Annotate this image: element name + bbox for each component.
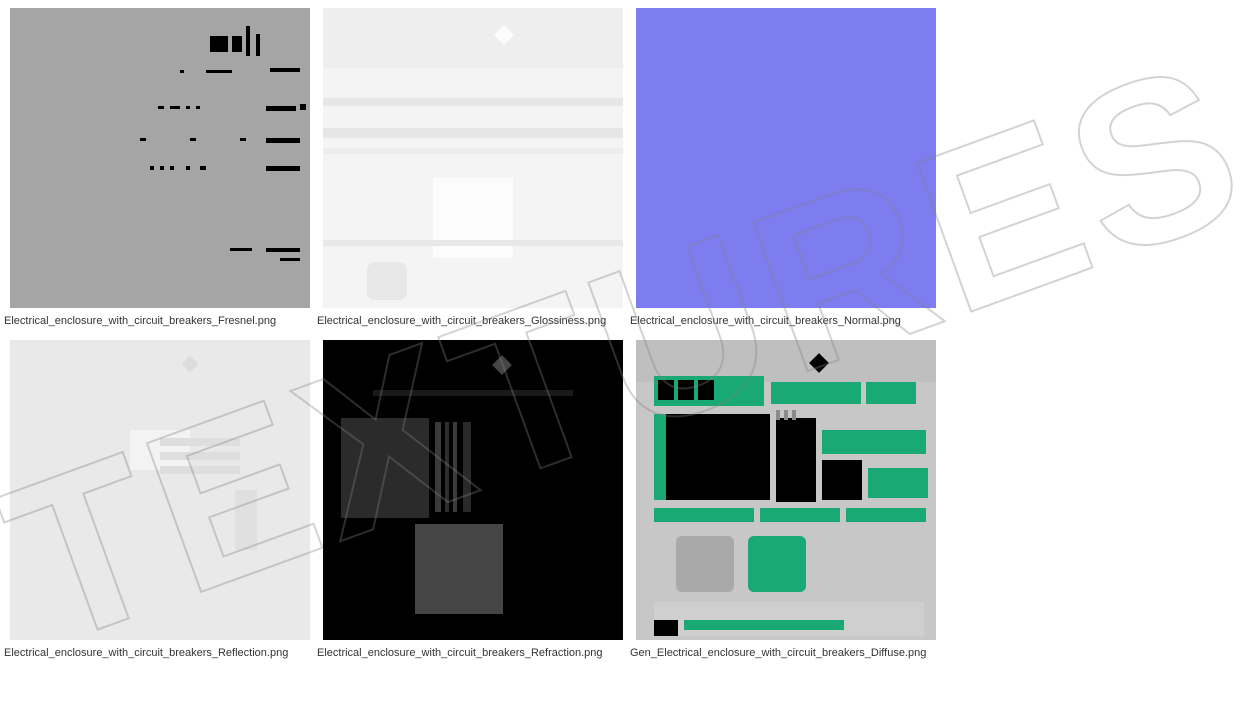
thumb-block bbox=[300, 104, 306, 110]
thumb-block bbox=[266, 166, 300, 171]
thumb-block bbox=[256, 34, 260, 56]
thumb-block bbox=[150, 166, 154, 170]
thumb-block bbox=[341, 418, 429, 518]
thumb-block bbox=[654, 508, 754, 522]
thumb-block bbox=[186, 106, 190, 109]
thumb-block bbox=[684, 620, 844, 630]
thumb-block bbox=[445, 422, 449, 512]
thumb-block bbox=[266, 138, 300, 143]
texture-thumb-normal[interactable] bbox=[636, 8, 936, 308]
thumb-block bbox=[373, 390, 573, 396]
texture-cell-fresnel: Electrical_enclosure_with_circuit_breake… bbox=[4, 8, 315, 328]
thumb-block bbox=[822, 430, 926, 454]
thumb-block bbox=[776, 418, 816, 502]
thumb-block bbox=[186, 166, 190, 170]
thumb-block bbox=[140, 138, 146, 141]
thumb-block bbox=[415, 524, 503, 614]
thumb-block bbox=[658, 380, 674, 400]
texture-thumb-refraction[interactable] bbox=[323, 340, 623, 640]
texture-caption-normal: Electrical_enclosure_with_circuit_breake… bbox=[630, 314, 941, 328]
thumb-block bbox=[180, 70, 184, 73]
thumb-block bbox=[435, 422, 441, 512]
thumb-block bbox=[210, 36, 228, 52]
thumb-block bbox=[492, 355, 512, 375]
thumb-block bbox=[190, 138, 196, 141]
thumb-block bbox=[846, 508, 926, 522]
thumb-block bbox=[130, 430, 190, 470]
thumb-block bbox=[868, 468, 928, 498]
texture-thumb-glossiness[interactable] bbox=[323, 8, 623, 308]
thumb-block bbox=[206, 70, 232, 73]
thumb-block bbox=[266, 106, 296, 111]
thumb-block bbox=[866, 382, 916, 404]
thumb-block bbox=[654, 414, 770, 500]
thumb-block bbox=[246, 26, 250, 56]
thumb-block bbox=[678, 380, 694, 400]
thumb-block bbox=[822, 460, 862, 500]
thumb-block bbox=[235, 490, 257, 550]
texture-cell-diffuse: Gen_Electrical_enclosure_with_circuit_br… bbox=[630, 340, 941, 660]
thumb-block bbox=[170, 106, 180, 109]
thumb-block bbox=[200, 166, 206, 170]
texture-cell-normal: Electrical_enclosure_with_circuit_breake… bbox=[630, 8, 941, 328]
texture-caption-diffuse: Gen_Electrical_enclosure_with_circuit_br… bbox=[630, 646, 941, 660]
thumb-block bbox=[776, 410, 780, 420]
thumb-block bbox=[196, 106, 200, 109]
thumb-block bbox=[654, 602, 924, 636]
texture-caption-glossiness: Electrical_enclosure_with_circuit_breake… bbox=[317, 314, 628, 328]
texture-grid: Electrical_enclosure_with_circuit_breake… bbox=[0, 0, 1253, 681]
thumb-block bbox=[160, 452, 240, 460]
texture-caption-reflection: Electrical_enclosure_with_circuit_breake… bbox=[4, 646, 315, 660]
thumb-block bbox=[323, 8, 623, 308]
thumb-block bbox=[230, 248, 252, 251]
thumb-block bbox=[266, 248, 300, 252]
texture-caption-refraction: Electrical_enclosure_with_circuit_breake… bbox=[317, 646, 628, 660]
thumb-block bbox=[654, 620, 678, 636]
thumb-block bbox=[270, 68, 300, 72]
thumb-block bbox=[784, 410, 788, 420]
thumb-block bbox=[792, 410, 796, 420]
thumb-block bbox=[280, 258, 300, 261]
thumb-block bbox=[463, 422, 471, 512]
thumb-block bbox=[160, 438, 240, 446]
thumb-block bbox=[748, 536, 806, 592]
texture-caption-fresnel: Electrical_enclosure_with_circuit_breake… bbox=[4, 314, 315, 328]
thumb-block bbox=[160, 466, 240, 474]
thumb-block bbox=[771, 382, 861, 404]
thumb-block bbox=[240, 138, 246, 141]
texture-cell-refraction: Electrical_enclosure_with_circuit_breake… bbox=[317, 340, 628, 660]
thumb-block bbox=[232, 36, 242, 52]
texture-cell-reflection: Electrical_enclosure_with_circuit_breake… bbox=[4, 340, 315, 660]
thumb-block bbox=[158, 106, 164, 109]
thumb-block bbox=[10, 340, 310, 640]
thumb-block bbox=[760, 508, 840, 522]
texture-thumb-reflection[interactable] bbox=[10, 340, 310, 640]
texture-cell-glossiness: Electrical_enclosure_with_circuit_breake… bbox=[317, 8, 628, 328]
thumb-block bbox=[453, 422, 457, 512]
thumb-block bbox=[698, 380, 714, 400]
thumb-block bbox=[654, 414, 666, 500]
texture-thumb-fresnel[interactable] bbox=[10, 8, 310, 308]
thumb-block bbox=[170, 166, 174, 170]
thumb-block bbox=[676, 536, 734, 592]
thumb-block bbox=[160, 166, 164, 170]
texture-thumb-diffuse[interactable] bbox=[636, 340, 936, 640]
